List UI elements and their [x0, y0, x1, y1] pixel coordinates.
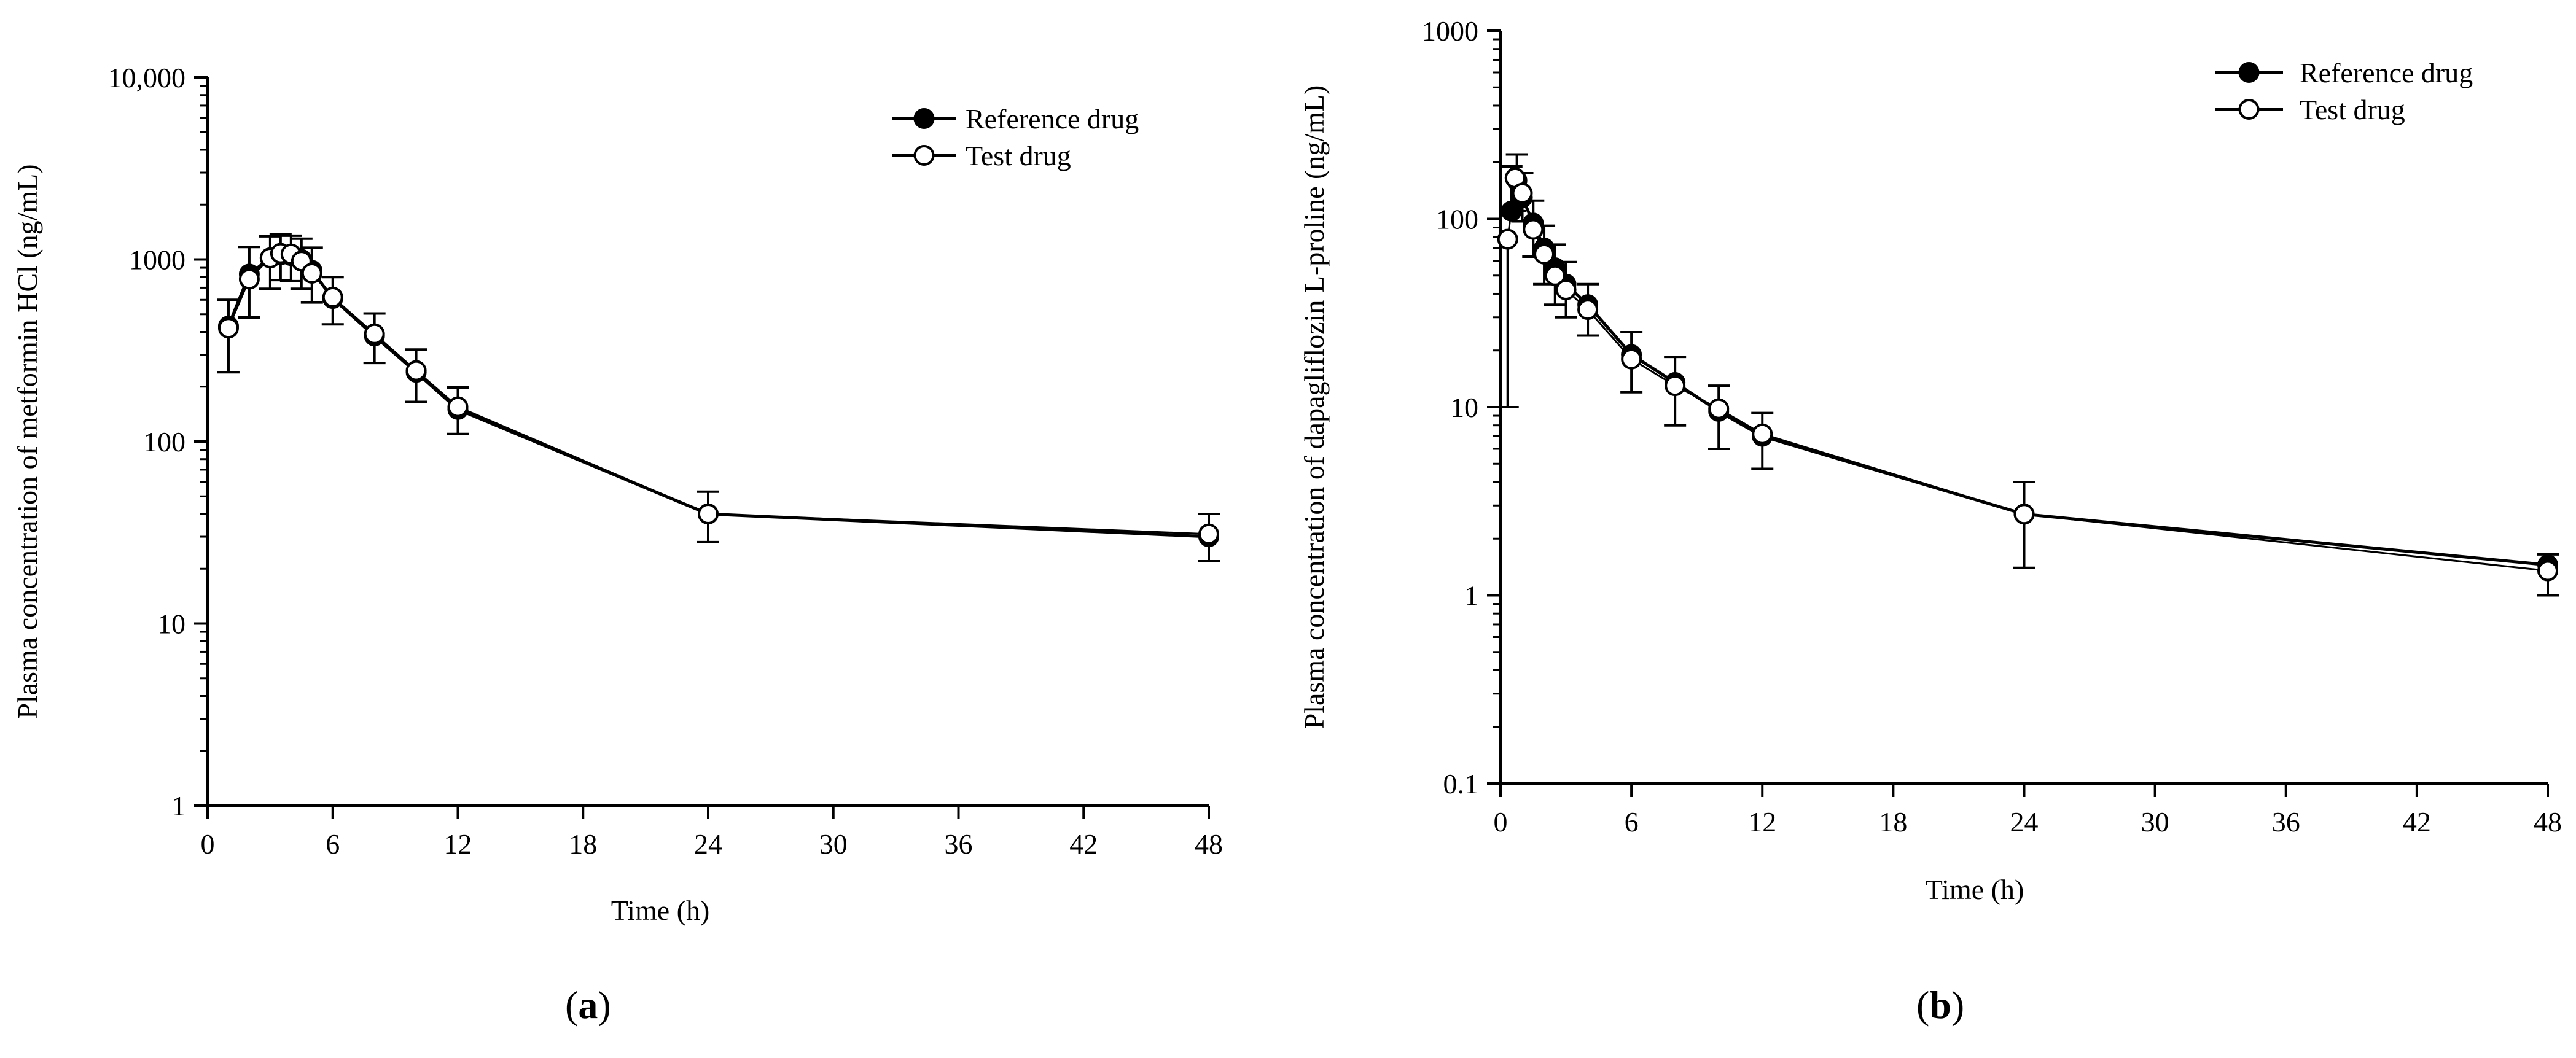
panel-label-b-letter: b: [1929, 983, 1951, 1027]
legend-label-reference-b: Reference drug: [2300, 57, 2473, 88]
data-point-test-a: [322, 287, 343, 308]
x-tick-label-a: 12: [444, 828, 472, 860]
legend-label-reference-a: Reference drug: [966, 103, 1139, 134]
panel-label-a: (a): [565, 983, 611, 1027]
data-point-test-a: [217, 317, 239, 339]
y-tick-label-b: 100: [1436, 204, 1478, 235]
data-point-test-b: [2537, 560, 2558, 582]
y-tick-label-b: 1000: [1422, 15, 1478, 47]
x-tick-label-b: 24: [2010, 806, 2039, 838]
x-axis-label-a: Time (h): [611, 895, 710, 926]
x-tick-label-b: 18: [1879, 806, 1907, 838]
y-tick-label-a: 1: [171, 790, 185, 822]
x-tick-label-b: 6: [1625, 806, 1639, 838]
data-point-test-b: [1752, 423, 1773, 445]
data-point-test-a: [405, 360, 427, 381]
legend-marker-reference-a: [913, 108, 935, 129]
data-point-test-b: [1512, 182, 1533, 204]
series-line-reference-a: [227, 253, 1209, 539]
legend-marker-test-b: [2238, 99, 2260, 120]
x-tick-label-b: 36: [2272, 806, 2300, 838]
y-tick-label-a: 100: [143, 426, 185, 457]
x-tick-label-a: 36: [945, 828, 973, 860]
data-point-test-b: [1497, 228, 1518, 250]
data-point-test-b: [1534, 243, 1555, 265]
x-tick-label-a: 24: [694, 828, 722, 860]
data-point-test-b: [1665, 375, 1686, 397]
legend-label-test-a: Test drug: [966, 140, 1071, 171]
data-point-test-b: [1544, 265, 1566, 286]
legend-label-test-b: Test drug: [2300, 94, 2405, 125]
data-point-test-a: [447, 396, 469, 418]
x-tick-label-a: 42: [1069, 828, 1098, 860]
y-axis-label-a: Plasma concentration of metformin HCl (n…: [12, 164, 43, 718]
y-tick-label-a: 10,000: [108, 62, 186, 93]
data-point-test-b: [1621, 348, 1642, 370]
x-tick-label-b: 42: [2403, 806, 2431, 838]
x-tick-label-a: 0: [201, 828, 215, 860]
chart-panel-a: 1 10 100 1000 10,000 0 6 12 18 24 30 36 42 48 Time (h)…: [12, 62, 1223, 926]
y-tick-label-b: 1: [1464, 580, 1478, 612]
x-tick-label-b: 0: [1494, 806, 1508, 838]
data-point-test-a: [238, 268, 260, 290]
data-point-test-a: [364, 323, 385, 344]
y-tick-label-b: 0.1: [1443, 768, 1479, 799]
chart-panel-b: 0.1 1 10 100 1000 0 6 12 18 24 30 36 42 48 Time (h) Pla…: [1298, 15, 2562, 905]
x-tick-label-a: 18: [569, 828, 597, 860]
data-point-test-b: [1555, 279, 1577, 300]
x-tick-label-b: 48: [2534, 806, 2562, 838]
data-point-test-a: [1198, 523, 1219, 545]
legend-marker-reference-b: [2238, 62, 2260, 83]
data-point-test-a: [301, 262, 322, 284]
x-tick-label-a: 30: [819, 828, 848, 860]
x-tick-label-b: 12: [1748, 806, 1776, 838]
panel-label-a-letter: a: [578, 983, 598, 1027]
y-tick-label-a: 1000: [129, 244, 185, 276]
data-point-test-b: [1523, 219, 1544, 240]
data-point-test-b: [1708, 398, 1730, 419]
x-tick-label-a: 48: [1195, 828, 1223, 860]
x-tick-label-b: 30: [2141, 806, 2169, 838]
data-point-test-a: [698, 503, 719, 524]
legend-marker-test-a: [913, 145, 935, 166]
y-axis-label-b: Plasma concentration of dapagliflozin L-…: [1298, 85, 1330, 729]
x-axis-label-b: Time (h): [1926, 874, 2024, 905]
y-tick-label-a: 10: [157, 609, 185, 640]
x-tick-label-a: 6: [326, 828, 340, 860]
data-point-test-b: [1577, 299, 1599, 321]
y-tick-label-b: 10: [1450, 392, 1478, 423]
data-point-test-b: [2013, 504, 2035, 525]
panel-label-b: (b): [1916, 983, 1965, 1027]
